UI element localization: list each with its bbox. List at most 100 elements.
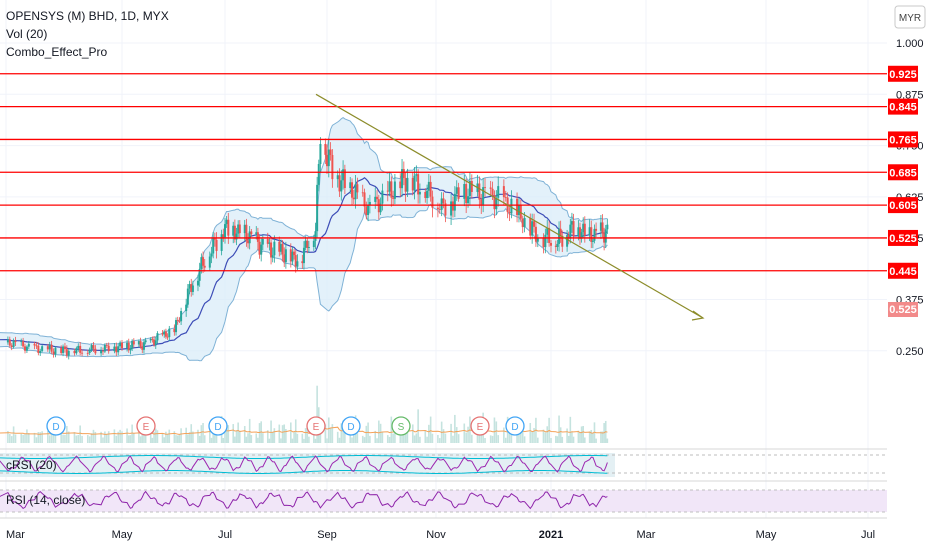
volume-bar	[537, 437, 539, 443]
volume-bar	[24, 434, 26, 443]
volume-bar	[7, 430, 9, 443]
volume-bar	[504, 437, 507, 443]
candle-body	[235, 233, 238, 240]
volume-bar	[185, 427, 187, 443]
candle-body	[406, 177, 409, 192]
volume-bar	[28, 433, 30, 443]
candle-body	[304, 240, 307, 248]
candle-body	[60, 347, 63, 353]
candle-body	[260, 244, 263, 255]
candle-body	[402, 169, 405, 179]
candle-body	[548, 227, 551, 243]
price-tick-label: 1.000	[896, 38, 924, 50]
volume-bar	[210, 437, 213, 443]
volume-bar	[329, 427, 332, 443]
candle-body	[577, 227, 580, 237]
candle-body	[593, 228, 596, 241]
event-marker[interactable]	[391, 416, 411, 436]
currency-button[interactable]: MYR	[894, 5, 926, 29]
volume-bar	[270, 420, 272, 443]
candle-body	[50, 344, 53, 352]
event-marker-label: D	[214, 422, 221, 433]
candle-body	[67, 350, 70, 356]
candle-body	[426, 190, 429, 198]
trendline[interactable]	[315, 93, 704, 319]
candle-body	[196, 280, 199, 286]
candle-body	[279, 244, 282, 252]
level-tag-label: 0.845	[889, 102, 917, 114]
candle-body	[164, 331, 167, 337]
volume-bar	[178, 434, 181, 443]
candle-body	[113, 346, 116, 352]
event-marker[interactable]	[136, 416, 156, 436]
volume-bar	[26, 429, 28, 443]
volume-bar	[139, 436, 142, 443]
volume-bar	[452, 435, 454, 443]
volume-bar	[175, 435, 177, 443]
time-axis[interactable]: Mar May Jul Sep Nov 2021 Mar May Jul	[6, 529, 875, 541]
candle-body	[595, 228, 598, 231]
volume-bar	[419, 436, 421, 443]
candle-body	[314, 231, 317, 241]
volume-bar	[94, 431, 97, 443]
volume-bar	[227, 425, 230, 443]
candle-body	[591, 240, 594, 242]
current-price-tag: 0.525	[888, 302, 918, 317]
volume-bar	[424, 430, 427, 443]
crsi-dynamic-lower	[0, 470, 608, 474]
candle-body	[283, 254, 286, 263]
candle-body	[25, 346, 28, 351]
candle-body	[429, 181, 432, 197]
candle-body	[131, 341, 134, 349]
candle-body	[519, 205, 522, 219]
volume-bar	[239, 430, 241, 443]
volume-bar	[247, 433, 249, 443]
candle-body	[482, 187, 485, 206]
event-marker[interactable]	[505, 416, 525, 436]
candle-body	[278, 241, 281, 252]
candle-body	[255, 232, 258, 235]
volume-bar	[248, 418, 251, 443]
volume-bar	[569, 416, 572, 443]
volume-bar	[361, 435, 364, 443]
event-marker[interactable]	[341, 416, 361, 436]
candle-body	[258, 241, 261, 255]
trendline-arrowhead	[691, 310, 705, 321]
event-marker[interactable]	[306, 416, 326, 436]
volume-bar	[561, 436, 564, 443]
candle-body	[14, 340, 17, 343]
candle-body	[404, 178, 407, 192]
candle-body	[33, 343, 36, 346]
volume-bar	[386, 435, 389, 443]
event-marker[interactable]	[208, 416, 228, 436]
event-marker[interactable]	[470, 416, 490, 436]
candle-body	[222, 234, 225, 238]
crsi-dynamic-upper	[0, 455, 608, 459]
candle-body	[166, 336, 169, 338]
volume-bar	[92, 429, 95, 443]
volume-bar	[529, 422, 532, 443]
volume-bar	[600, 431, 602, 443]
volume-bar	[222, 437, 225, 443]
volume-bar	[113, 429, 116, 443]
candle-body	[225, 219, 228, 225]
candle-body	[561, 235, 564, 247]
volume-bar	[426, 436, 428, 443]
volume-bar	[280, 438, 282, 443]
level-tag-bg	[888, 65, 918, 82]
candle-body	[544, 234, 547, 248]
volume-bar	[214, 431, 216, 443]
event-marker-label: D	[52, 422, 59, 433]
volume-bar	[531, 432, 533, 443]
volume-bar	[484, 438, 486, 443]
candle-body	[324, 143, 327, 155]
volume-bar	[521, 425, 524, 443]
volume-bar	[33, 432, 36, 443]
candle-body	[208, 256, 211, 268]
level-tag-bg	[888, 98, 918, 115]
volume-ma-line	[0, 426, 608, 435]
event-marker[interactable]	[46, 416, 66, 436]
